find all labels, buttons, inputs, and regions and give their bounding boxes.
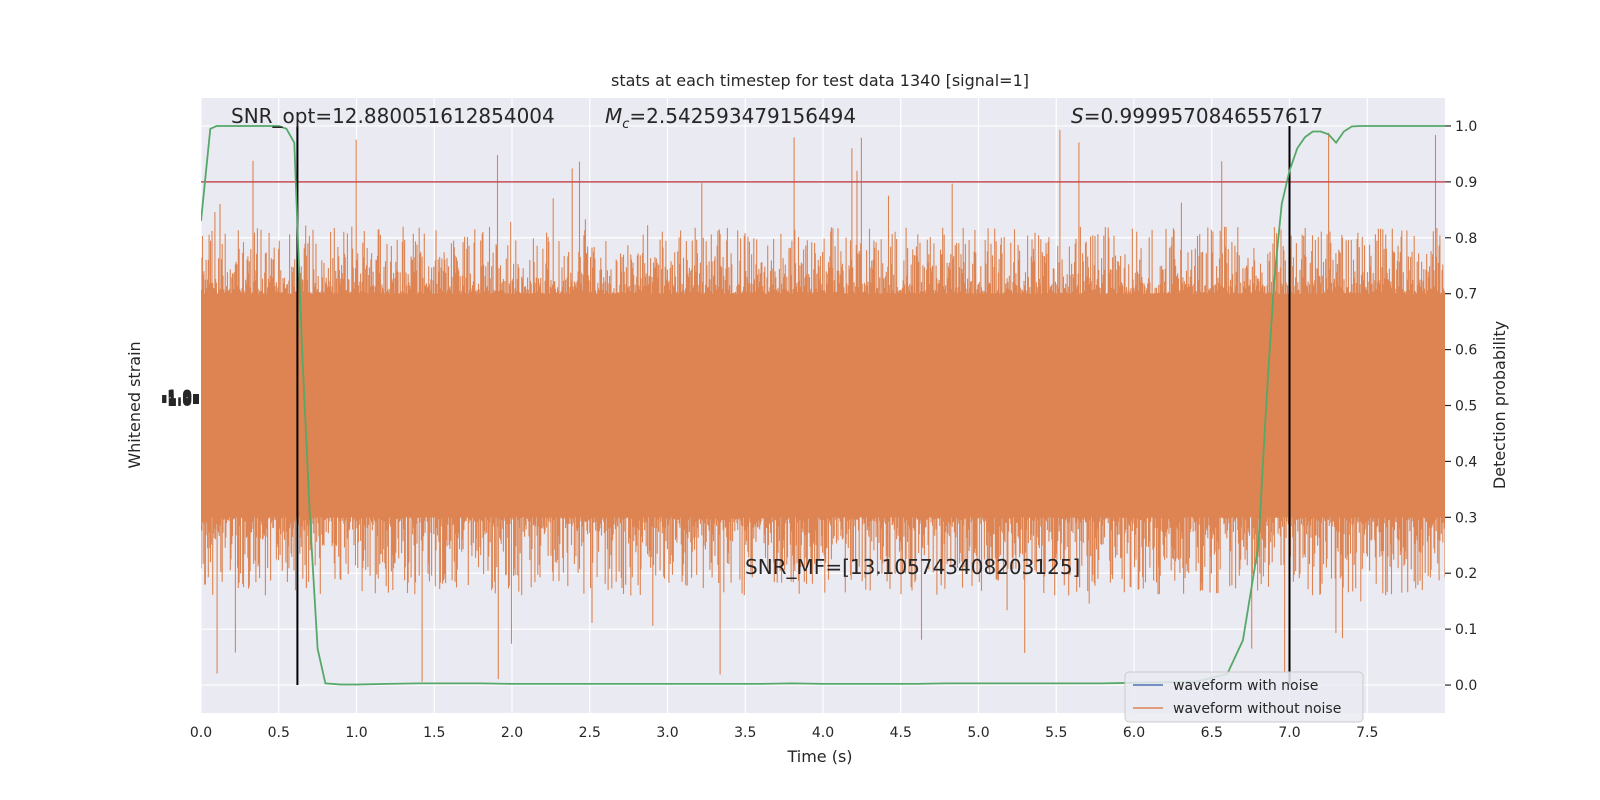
snr-mf-annotation: SNR_MF=[13.105743408203125]: [745, 555, 1080, 579]
chart-title: stats at each timestep for test data 134…: [611, 71, 1029, 90]
right-y-axis-label: Detection probability: [1490, 321, 1509, 489]
right-y-tick-label: 0.2: [1455, 566, 1477, 582]
chirp-mass-symbol: M: [605, 104, 622, 128]
x-tick-label: 0.0: [190, 725, 212, 741]
right-y-tick-label: 0.6: [1455, 343, 1477, 359]
right-y-tick-label: 0.5: [1455, 399, 1477, 415]
legend-label-without-noise: waveform without noise: [1173, 701, 1341, 717]
detection-probability-series: [201, 125, 1445, 686]
left-y-axis-label: Whitened strain: [125, 341, 144, 468]
x-tick-label: 2.5: [579, 725, 601, 741]
statistic-symbol: S: [1071, 104, 1084, 128]
left-y-tick-label: -1.0: [161, 391, 192, 407]
x-tick-label: 4.0: [812, 725, 834, 741]
right-y-tick-label: 0.8: [1455, 231, 1477, 247]
chirp-mass-annotation: Mc=2.542593479156494: [605, 104, 856, 132]
legend: waveform with noise waveform without noi…: [1124, 671, 1364, 723]
statistic-value: =0.9999570846557617: [1084, 104, 1323, 128]
x-tick-label: 4.5: [890, 725, 912, 741]
right-y-tick-label: 0.1: [1455, 622, 1477, 638]
detection-probability-line: [201, 125, 1445, 686]
statistic-annotation: S=0.9999570846557617: [1071, 104, 1323, 128]
left-y-tick-label: -1.0: [161, 390, 192, 406]
waveform-without-noise-series: [201, 129, 1445, 682]
waveform-dense-core: [201, 293, 1445, 518]
right-y-tick-label: 0.3: [1455, 510, 1477, 526]
right-y-tick-label: 0.9: [1455, 175, 1477, 191]
legend-box: [1124, 671, 1364, 723]
right-y-tick-label: 0.7: [1455, 287, 1477, 303]
left-y-tick-label: -1.0: [161, 394, 192, 410]
left-y-tick-label: -1.0: [161, 388, 192, 404]
left-y-tick-label: -1.0: [161, 393, 192, 409]
x-axis-ticks: 0.0 0.5 1.0 1.5 2.0 2.5 3.0 3.5 4.0 4.5 5.0 5.5 6.0 6…: [190, 725, 1379, 741]
x-tick-label: 5.0: [967, 725, 989, 741]
x-tick-label: 6.0: [1123, 725, 1145, 741]
x-tick-label: 7.0: [1278, 725, 1300, 741]
right-y-tick-label: 1.0: [1455, 119, 1477, 135]
x-tick-label: 1.5: [423, 725, 445, 741]
x-tick-label: 2.0: [501, 725, 523, 741]
x-axis-label: Time (s): [786, 747, 852, 766]
chirp-mass-subscript: c: [622, 117, 629, 132]
legend-label-with-noise: waveform with noise: [1173, 678, 1318, 694]
left-y-axis-ticks: -1.0-1.0-1.0-1.0-1.0: [161, 388, 199, 410]
x-tick-label: 7.5: [1356, 725, 1378, 741]
x-tick-label: 1.0: [345, 725, 367, 741]
x-tick-label: 5.5: [1045, 725, 1067, 741]
x-tick-label: 0.5: [268, 725, 290, 741]
left-y-tick-marks: [193, 394, 199, 404]
x-tick-label: 3.5: [734, 725, 756, 741]
x-tick-label: 6.5: [1201, 725, 1223, 741]
right-y-axis-ticks: 0.0 0.1 0.2 0.3 0.4 0.5 0.6 0.7 0.8 0.9 1.0: [1445, 119, 1477, 694]
right-y-tick-label: 0.4: [1455, 454, 1477, 470]
snr-opt-annotation: SNR_opt=12.880051612854004: [231, 104, 555, 128]
chirp-mass-value: =2.542593479156494: [629, 104, 856, 128]
right-y-tick-label: 0.0: [1455, 678, 1477, 694]
x-tick-label: 3.0: [656, 725, 678, 741]
